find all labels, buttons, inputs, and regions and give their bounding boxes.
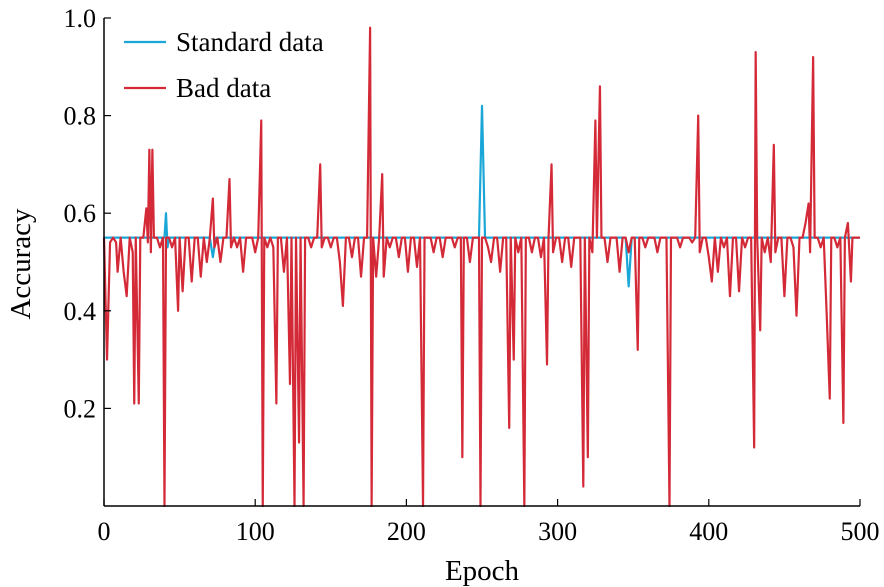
x-tick-label: 400	[689, 517, 728, 546]
series-line-bad-data	[102, 26, 860, 508]
axes	[103, 18, 860, 507]
legend-label-standard-data: Standard data	[176, 27, 324, 57]
x-tick-label: 300	[538, 517, 577, 546]
legend: Standard data Bad data	[124, 27, 324, 103]
x-tick-label: 500	[841, 517, 880, 546]
y-tick-label: 0.8	[64, 102, 97, 131]
plot-lines	[102, 26, 860, 508]
x-axis-title: Epoch	[445, 555, 520, 587]
y-tick-label: 0.4	[64, 297, 97, 326]
y-tick-label: 1.0	[64, 4, 97, 33]
y-axis-title: Accuracy	[5, 208, 37, 320]
legend-label-bad-data: Bad data	[176, 73, 271, 103]
ticks: 0 100 200 300 400 500 0.2 0.4 0.6 0.8 1.0	[64, 4, 880, 546]
x-tick-label: 0	[98, 517, 111, 546]
y-tick-label: 0.6	[64, 199, 97, 228]
x-tick-label: 100	[236, 517, 275, 546]
x-tick-label: 200	[387, 517, 426, 546]
y-tick-label: 0.2	[64, 394, 97, 423]
